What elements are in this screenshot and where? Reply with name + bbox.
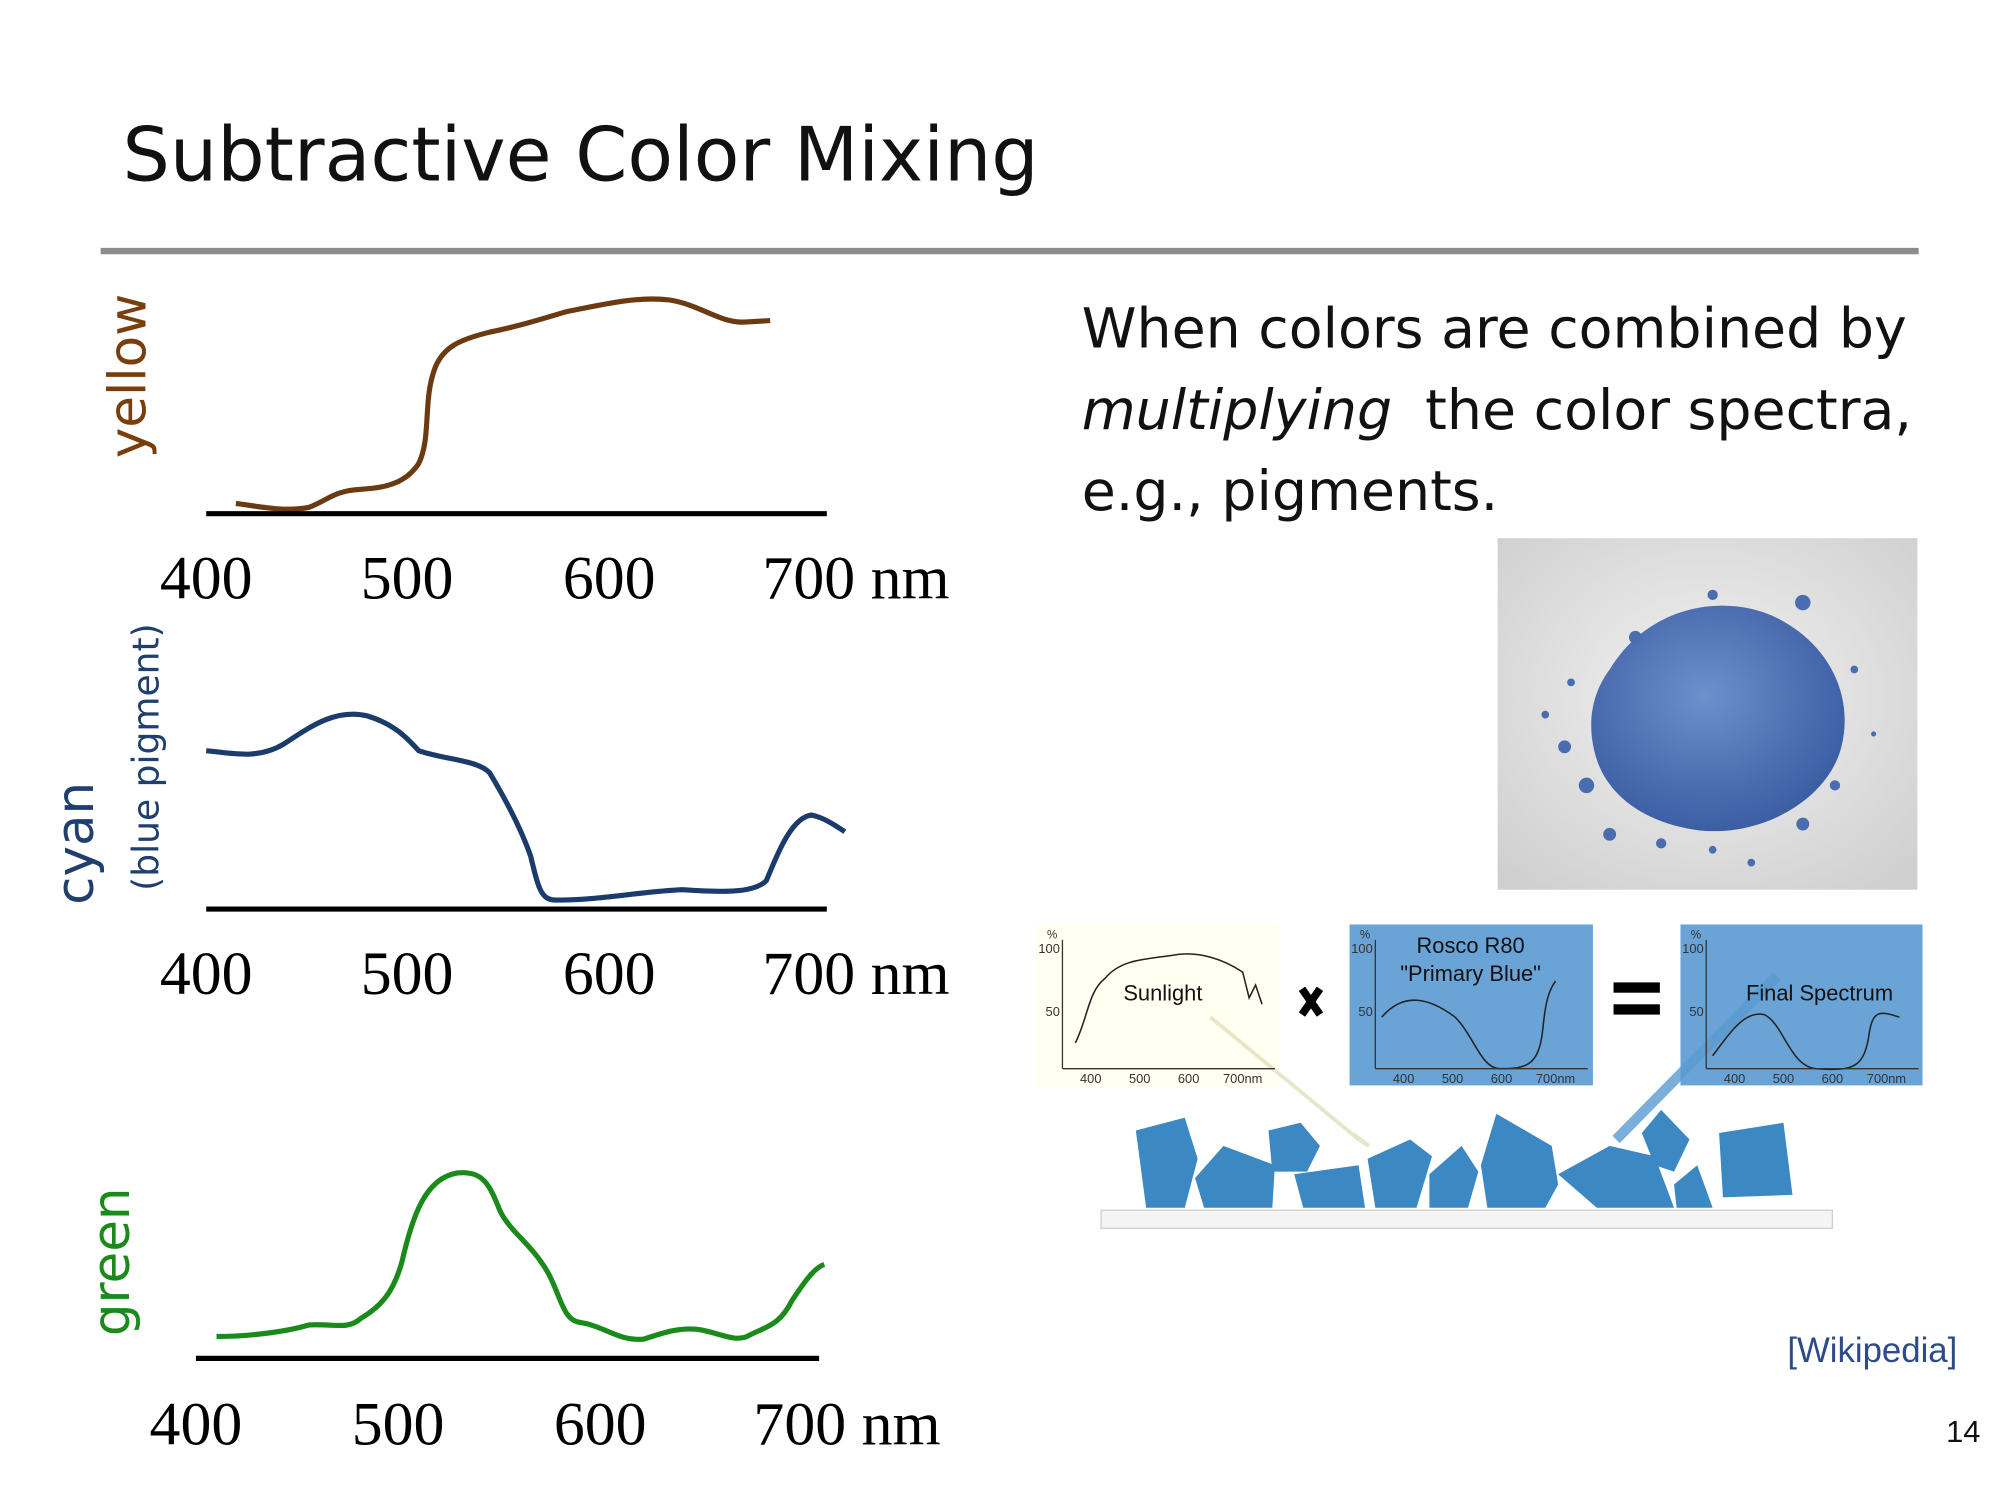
panel-x-label: 500 [1773, 1071, 1794, 1086]
pigment-crystals [1135, 1109, 1793, 1208]
panel-y-label: 100 [1038, 941, 1059, 956]
spectrum-sublabel: (blue pigment) [126, 623, 168, 891]
body-emphasis: multiplying [1082, 379, 1392, 443]
panel [1349, 924, 1593, 1086]
panel-curve [1074, 953, 1263, 1044]
tick-label: 700 nm [762, 940, 949, 1008]
panel-x-label: 400 [1080, 1071, 1101, 1086]
equals-sign [1613, 982, 1660, 993]
spectrum-curve [216, 1170, 826, 1342]
tick-group: 400 500 600 700 nm [160, 545, 950, 613]
panel-title: Final Spectrum [1746, 980, 1893, 1005]
panel-x-label: 500 [1442, 1071, 1463, 1086]
panel-y-label: 50 [1046, 1004, 1060, 1019]
spectrum-curve [205, 711, 847, 903]
tick-group: 400 500 600 700 nm [150, 1391, 941, 1459]
reflected-light [1612, 972, 1781, 1144]
source-citation: [Wikipedia] [1787, 1332, 1957, 1370]
spectrum-label: green [82, 1187, 142, 1336]
panel-x-label: 700nm [1867, 1071, 1906, 1086]
tick-label: 600 [563, 545, 656, 613]
tick-label: 400 [160, 545, 253, 613]
tick-label: 400 [160, 940, 253, 1008]
equals-sign [1613, 1004, 1660, 1015]
panel-title: Sunlight [1123, 980, 1202, 1005]
panel-x-label: 600 [1178, 1071, 1199, 1086]
surface [1100, 1209, 1834, 1229]
pigment-pile [1591, 605, 1845, 832]
panel-unit: % [1360, 930, 1370, 942]
multiply-sign [1298, 986, 1324, 1017]
pigment-photo [1497, 538, 1918, 890]
panel-y-label: 50 [1358, 1004, 1372, 1019]
panel-x-label: 700nm [1223, 1071, 1262, 1086]
page-number: 14 [1946, 1414, 1980, 1449]
panel-unit: % [1691, 930, 1701, 942]
tick-label: 400 [150, 1391, 243, 1459]
tick-group: 400 500 600 700 nm [160, 940, 950, 1008]
panel-y-label: 100 [1351, 941, 1372, 956]
panel-x-label: 600 [1491, 1071, 1512, 1086]
panel-x-label: 600 [1822, 1071, 1843, 1086]
panel [1680, 924, 1923, 1086]
panel-y-label: 50 [1689, 1004, 1703, 1019]
body-text: When colors are combined by multiplying … [1082, 298, 1930, 524]
panel-y-label: 100 [1682, 941, 1703, 956]
spectrum-label: yellow [99, 294, 159, 458]
panel [1036, 924, 1279, 1088]
panel-x-label: 700nm [1536, 1071, 1575, 1086]
tick-label: 700 nm [753, 1391, 940, 1459]
panel-x-label: 400 [1393, 1071, 1414, 1086]
panel-x-label: 500 [1129, 1071, 1150, 1086]
panel-text: %100 50 400 500 600 700nm Sunlight [1038, 930, 1275, 1086]
tick-label: 600 [563, 940, 656, 1008]
panel-text: %100 50 400 500 600 700nm Rosco R80 "Primary Bl… [1351, 930, 1588, 1086]
body-line: When colors are combined by [1082, 298, 1907, 362]
panel-x-label: 400 [1724, 1071, 1745, 1086]
panel-title: Rosco R80 [1416, 933, 1524, 958]
tick-label: 700 nm [762, 545, 949, 613]
panel-title: "Primary Blue" [1400, 961, 1541, 986]
tick-label: 500 [361, 940, 454, 1008]
tick-label: 600 [554, 1391, 647, 1459]
pigment-grains [1541, 589, 1877, 867]
tick-label: 500 [361, 545, 454, 613]
body-line: e.g., pigments. [1082, 460, 1498, 524]
spectrum-label: cyan [46, 782, 106, 905]
slide-title: Subtractive Color Mixing [123, 111, 1039, 198]
tick-label: 500 [352, 1391, 445, 1459]
light-arrow [1209, 1015, 1371, 1148]
panel-text: %100 50 400 500 600 700nm Final Spectrum [1682, 930, 1919, 1086]
panel-unit: % [1047, 930, 1057, 942]
spectrum-curve [235, 296, 771, 512]
body-line: the color spectra, [1425, 379, 1912, 443]
